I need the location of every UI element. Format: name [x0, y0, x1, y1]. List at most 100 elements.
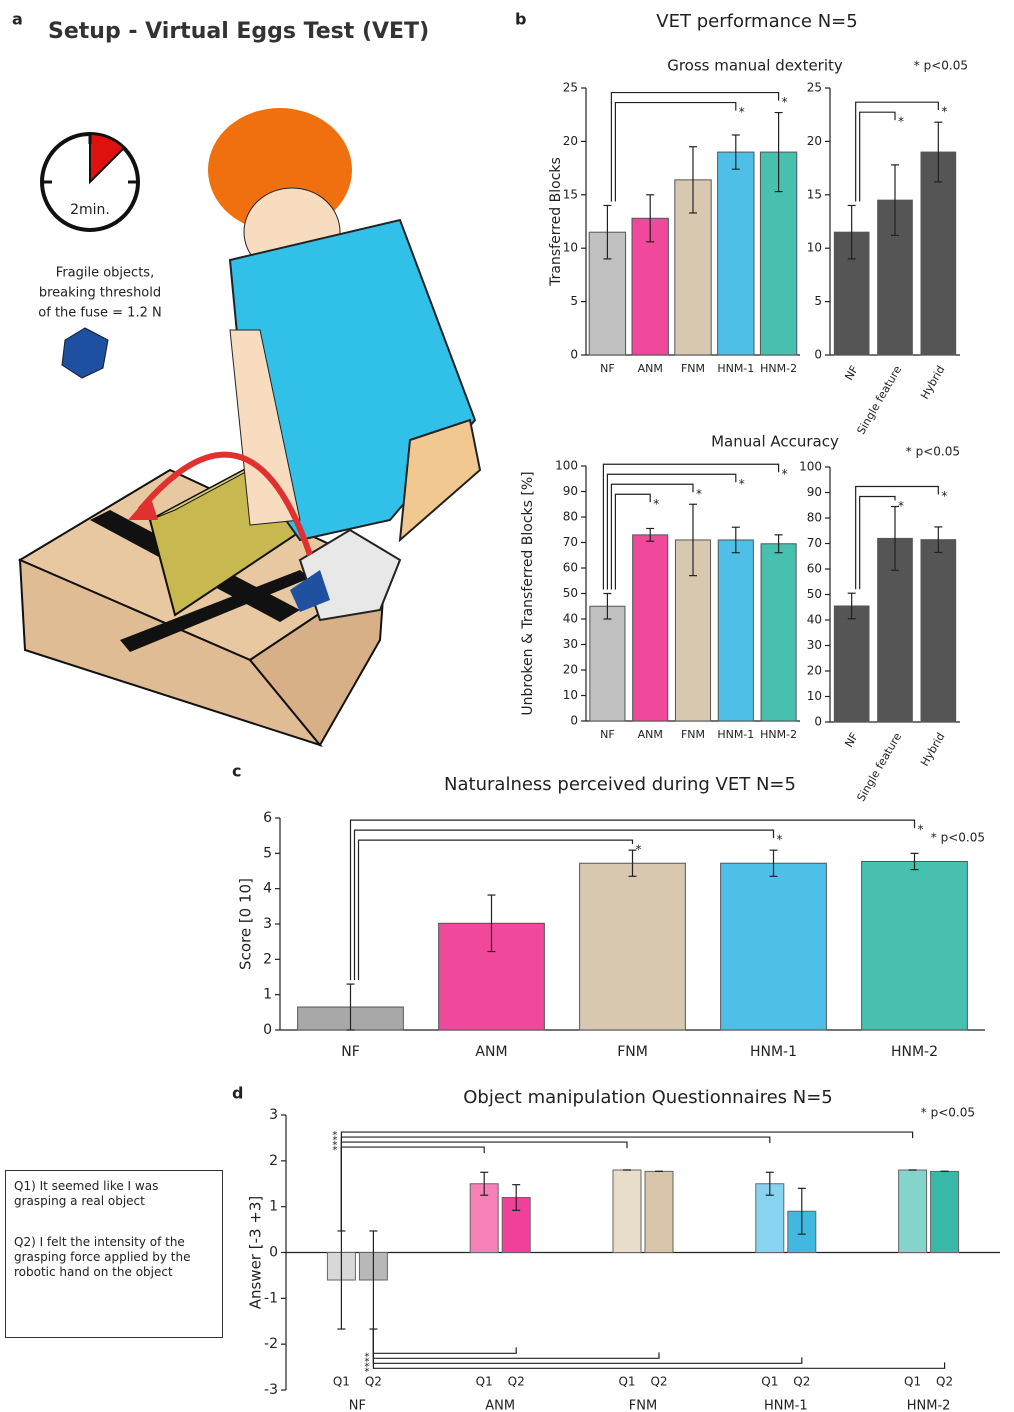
x-tick-label: ANM — [638, 728, 663, 741]
x-tick-label: NF — [341, 1044, 360, 1060]
x-tick-label: ANM — [475, 1044, 507, 1060]
y-tick-label: 100 — [555, 459, 578, 473]
y-tick-label: 3 — [263, 916, 272, 932]
series-label: Q1 — [761, 1375, 778, 1389]
bar — [920, 539, 957, 723]
bar — [720, 862, 827, 1031]
significance-label: * — [898, 115, 904, 129]
x-tick-label: HNM-2 — [760, 362, 797, 375]
significance-label: * — [782, 95, 788, 109]
x-tick-label: HNM-1 — [764, 1399, 808, 1412]
bar — [612, 1169, 642, 1253]
y-tick-label: 70 — [807, 536, 822, 550]
significance-bracket — [602, 463, 780, 590]
series-label: Q1 — [904, 1375, 921, 1389]
annotation: * p<0.05 — [914, 59, 968, 73]
annotation: * p<0.05 — [921, 1106, 975, 1120]
x-tick-label: FNM — [681, 362, 705, 375]
y-tick-label: 0 — [570, 714, 578, 728]
series-label: Q2 — [936, 1375, 953, 1389]
y-axis-label: Score [0 10] — [237, 878, 255, 970]
setup-title: Setup - Virtual Eggs Test (VET) — [48, 19, 429, 44]
significance-bracket — [614, 493, 651, 590]
significance-bracket — [340, 1146, 485, 1231]
y-tick-label: 1 — [263, 987, 272, 1003]
y-tick-label: 50 — [563, 586, 578, 600]
x-tick-label: NF — [349, 1399, 366, 1412]
y-tick-label: 0 — [263, 1022, 272, 1038]
setup-note: breaking threshold — [39, 286, 161, 301]
y-tick-label: 40 — [807, 613, 822, 627]
significance-bracket — [859, 495, 896, 590]
y-tick-label: 5 — [814, 294, 822, 308]
y-tick-label: 0 — [814, 715, 822, 729]
significance-label: * — [653, 497, 659, 511]
y-tick-label: 90 — [563, 484, 578, 498]
series-label: Q2 — [365, 1375, 382, 1389]
significance-bracket — [340, 1136, 771, 1231]
y-tick-label: 10 — [563, 688, 578, 702]
x-tick-label: NF — [842, 364, 861, 383]
illustration — [17, 108, 482, 747]
setup-note: Fragile objects, — [56, 266, 154, 281]
y-tick-label: 0 — [814, 348, 822, 362]
significance-bracket — [859, 111, 896, 202]
y-tick-label: 10 — [807, 689, 822, 703]
y-tick-label: 10 — [563, 241, 578, 255]
significance-label: * — [941, 489, 947, 503]
x-tick-label: ANM — [638, 362, 663, 375]
significance-bracket — [340, 1131, 914, 1231]
significance-label: * — [364, 1356, 369, 1367]
significance-bracket — [855, 485, 939, 590]
x-tick-label: FNM — [681, 728, 705, 741]
y-tick-label: -2 — [264, 1336, 278, 1352]
significance-label: * — [364, 1366, 369, 1377]
y-tick-label: 70 — [563, 535, 578, 549]
series-label: Q2 — [508, 1375, 525, 1389]
y-tick-label: 10 — [807, 241, 822, 255]
significance-label: * — [332, 1145, 337, 1156]
y-tick-label: 40 — [563, 612, 578, 626]
y-tick-label: -1 — [264, 1290, 278, 1306]
panel-label: a — [12, 10, 23, 29]
significance-bracket — [855, 101, 939, 202]
significance-label: * — [364, 1351, 369, 1362]
bar — [920, 151, 957, 356]
questionnaire-notes: Q1) It seemed like I was grasping a real… — [5, 1170, 223, 1338]
significance-bracket — [610, 483, 694, 590]
bar — [717, 539, 754, 722]
y-tick-label: 3 — [269, 1107, 278, 1123]
x-tick-label: NF — [600, 728, 615, 741]
panel-label: d — [232, 1084, 243, 1103]
significance-label: * — [696, 487, 702, 501]
bar — [760, 543, 797, 722]
significance-label: * — [332, 1135, 337, 1146]
panel-label: c — [232, 762, 241, 781]
x-tick-label: Single feature — [854, 363, 904, 436]
significance-bracket — [353, 829, 775, 981]
y-tick-label: 1 — [269, 1199, 278, 1215]
series-label: Q1 — [333, 1375, 350, 1389]
significance-label: * — [777, 833, 783, 847]
y-tick-label: 20 — [563, 134, 578, 148]
annotation: * p<0.05 — [931, 831, 985, 845]
note-text: Q2) I felt the intensity of the grasping… — [14, 1235, 191, 1279]
x-tick-label: Hybrid — [918, 731, 947, 769]
y-tick-label: 15 — [807, 187, 822, 201]
x-tick-label: HNM-2 — [760, 728, 797, 741]
significance-label: * — [332, 1140, 337, 1151]
y-tick-label: 20 — [563, 663, 578, 677]
annotation: * p<0.05 — [906, 445, 960, 459]
y-axis-label: Answer [-3 +3] — [247, 1196, 265, 1310]
significance-bracket — [372, 1329, 517, 1354]
y-tick-label: -3 — [264, 1382, 278, 1398]
chart-title: Object manipulation Questionnaires N=5 — [463, 1087, 833, 1108]
significance-label: * — [636, 843, 642, 857]
significance-bracket — [357, 839, 634, 981]
y-tick-label: 20 — [807, 664, 822, 678]
bar — [930, 1170, 960, 1253]
y-tick-label: 5 — [570, 294, 578, 308]
y-tick-label: 30 — [807, 638, 822, 652]
significance-bracket — [614, 101, 737, 202]
